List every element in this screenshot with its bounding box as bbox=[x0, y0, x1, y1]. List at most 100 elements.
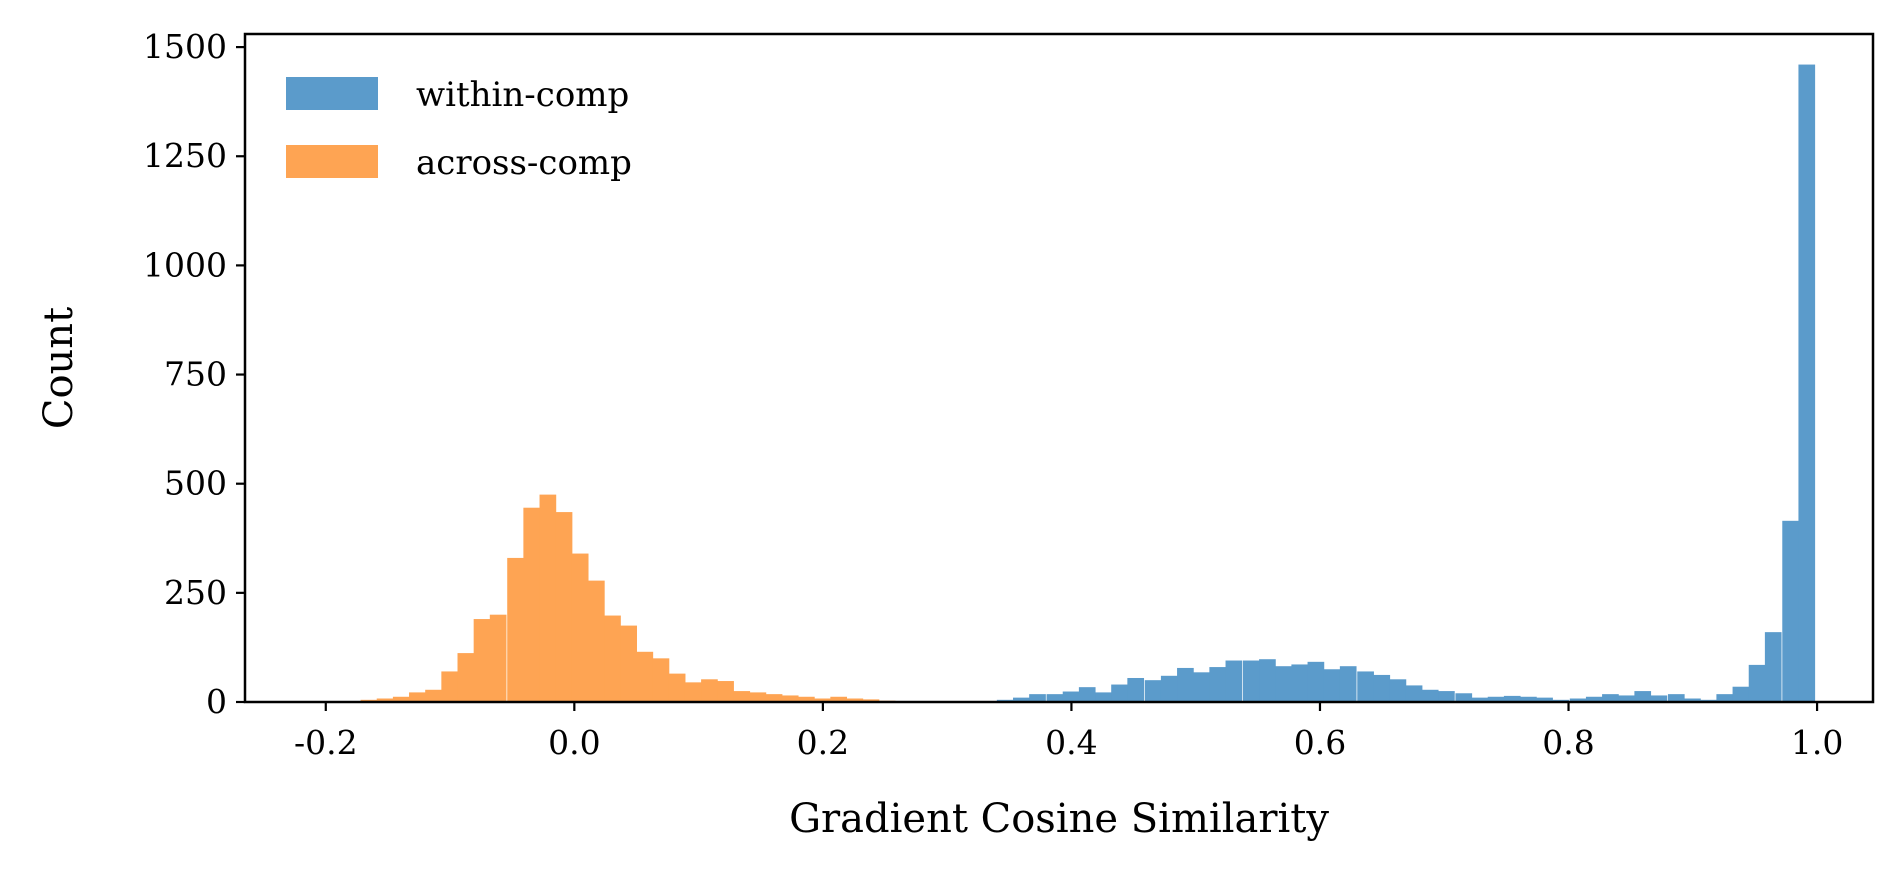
bar-across-comp-23 bbox=[733, 691, 751, 702]
bar-within-comp-33 bbox=[1536, 697, 1553, 702]
bar-within-comp-6 bbox=[1095, 692, 1112, 702]
bar-within-comp-48 bbox=[1782, 520, 1799, 702]
y-tick-label: 500 bbox=[164, 464, 227, 503]
bar-across-comp-25 bbox=[765, 694, 783, 702]
bar-within-comp-12 bbox=[1193, 672, 1210, 702]
bar-within-comp-18 bbox=[1291, 664, 1309, 702]
bar-across-comp-22 bbox=[717, 681, 734, 702]
bar-across-comp-5 bbox=[441, 671, 459, 702]
bar-across-comp-30 bbox=[846, 698, 864, 702]
bar-within-comp-37 bbox=[1602, 694, 1619, 702]
legend-label-within-comp: within-comp bbox=[416, 75, 629, 115]
x-tick-label: 0.2 bbox=[797, 723, 849, 762]
series-within-comp bbox=[996, 64, 1816, 702]
x-tick-label: 1.0 bbox=[1791, 723, 1843, 762]
bar-within-comp-39 bbox=[1634, 691, 1652, 702]
bar-across-comp-3 bbox=[409, 692, 426, 702]
bar-within-comp-1 bbox=[1013, 697, 1030, 702]
bar-across-comp-31 bbox=[862, 699, 880, 702]
bar-across-comp-14 bbox=[588, 580, 605, 702]
bar-across-comp-10 bbox=[523, 507, 541, 702]
plot-frame bbox=[243, 32, 1875, 704]
y-tick-label: 1000 bbox=[143, 245, 227, 284]
bar-within-comp-25 bbox=[1405, 685, 1423, 702]
bar-within-comp-42 bbox=[1684, 698, 1701, 702]
bar-within-comp-8 bbox=[1127, 677, 1145, 702]
y-tick-label: 750 bbox=[164, 355, 227, 394]
legend: within-comp across-comp bbox=[286, 75, 632, 183]
bar-within-comp-4 bbox=[1062, 691, 1080, 702]
legend-swatch-across-comp bbox=[286, 145, 378, 178]
x-axis-title: Gradient Cosine Similarity bbox=[789, 796, 1329, 842]
x-tick-label: 0.8 bbox=[1542, 723, 1594, 762]
y-tick-label: 1250 bbox=[143, 136, 227, 175]
bar-across-comp-21 bbox=[701, 679, 718, 702]
bar-within-comp-44 bbox=[1716, 694, 1734, 702]
bar-within-comp-14 bbox=[1225, 660, 1243, 702]
bar-within-comp-31 bbox=[1503, 695, 1521, 702]
bar-across-comp-11 bbox=[539, 494, 557, 702]
y-tick-label: 1500 bbox=[143, 27, 227, 66]
bar-within-comp-35 bbox=[1569, 698, 1587, 702]
bar-within-comp-7 bbox=[1111, 684, 1128, 702]
bar-across-comp-19 bbox=[668, 673, 686, 702]
bar-within-comp-11 bbox=[1177, 667, 1194, 702]
legend-label-across-comp: across-comp bbox=[416, 143, 632, 183]
bar-within-comp-36 bbox=[1585, 696, 1603, 702]
bar-across-comp-28 bbox=[814, 698, 831, 702]
bar-within-comp-45 bbox=[1732, 686, 1750, 702]
bar-within-comp-2 bbox=[1029, 694, 1046, 702]
bar-across-comp-1 bbox=[376, 698, 394, 702]
bar-across-comp-6 bbox=[457, 653, 475, 702]
bar-within-comp-16 bbox=[1259, 659, 1276, 702]
x-tick-label: -0.2 bbox=[294, 723, 358, 762]
bar-across-comp-20 bbox=[684, 682, 702, 702]
bar-across-comp-18 bbox=[652, 658, 670, 702]
y-tick-label: 250 bbox=[164, 573, 227, 612]
bar-within-comp-13 bbox=[1209, 667, 1227, 702]
bar-within-comp-38 bbox=[1618, 695, 1635, 702]
bar-across-comp-13 bbox=[571, 553, 589, 702]
bar-across-comp-17 bbox=[636, 651, 654, 702]
x-tick-label: 0.4 bbox=[1045, 723, 1097, 762]
legend-swatch-within-comp bbox=[286, 77, 378, 110]
bar-within-comp-32 bbox=[1520, 696, 1537, 702]
bar-within-comp-5 bbox=[1078, 687, 1096, 702]
bar-within-comp-26 bbox=[1421, 689, 1439, 702]
x-tick-label: 0.6 bbox=[1294, 723, 1346, 762]
bar-across-comp-4 bbox=[425, 689, 442, 702]
bar-within-comp-30 bbox=[1487, 696, 1505, 702]
bar-within-comp-46 bbox=[1748, 664, 1766, 702]
bar-within-comp-47 bbox=[1764, 632, 1782, 702]
bar-within-comp-23 bbox=[1373, 674, 1391, 702]
bar-within-comp-28 bbox=[1455, 693, 1473, 702]
bar-across-comp-29 bbox=[830, 696, 848, 702]
bar-across-comp-15 bbox=[604, 615, 621, 702]
bar-within-comp-3 bbox=[1046, 694, 1064, 702]
bar-across-comp-2 bbox=[392, 696, 410, 702]
bars-layer bbox=[360, 64, 1816, 702]
bar-across-comp-12 bbox=[555, 512, 573, 702]
bar-within-comp-24 bbox=[1389, 679, 1407, 702]
bar-within-comp-17 bbox=[1275, 666, 1292, 702]
bar-within-comp-49 bbox=[1798, 64, 1816, 702]
bar-within-comp-29 bbox=[1471, 697, 1489, 702]
y-tick-label: 0 bbox=[206, 682, 227, 721]
y-axis-title: Count bbox=[36, 307, 82, 429]
series-across-comp bbox=[360, 494, 912, 702]
bar-across-comp-9 bbox=[507, 557, 524, 702]
bar-within-comp-21 bbox=[1339, 666, 1357, 702]
x-tick-label: 0.0 bbox=[548, 723, 600, 762]
y-axis: 0 250 500 750 1000 1250 1500 bbox=[143, 27, 245, 721]
bar-across-comp-16 bbox=[620, 625, 637, 702]
bar-across-comp-26 bbox=[781, 695, 799, 702]
bar-within-comp-15 bbox=[1242, 660, 1260, 702]
bar-within-comp-10 bbox=[1160, 675, 1178, 702]
bar-across-comp-7 bbox=[473, 619, 491, 702]
bar-within-comp-40 bbox=[1650, 695, 1668, 702]
bar-across-comp-8 bbox=[489, 614, 507, 702]
bar-within-comp-41 bbox=[1667, 694, 1685, 702]
bar-within-comp-20 bbox=[1323, 669, 1341, 702]
x-axis: -0.2 0.0 0.2 0.4 0.6 0.8 1.0 bbox=[294, 702, 1843, 762]
